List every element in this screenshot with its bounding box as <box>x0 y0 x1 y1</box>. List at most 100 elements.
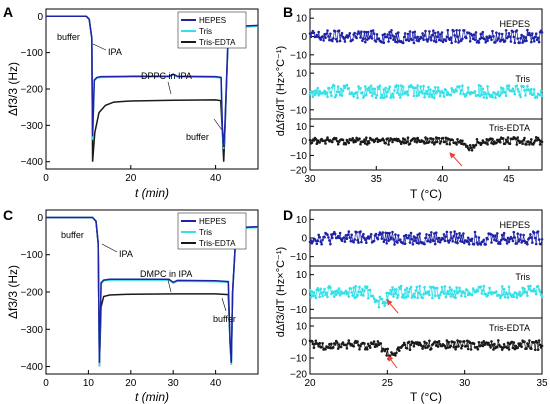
panel-b-label: B <box>283 4 293 20</box>
panel-c-xlabel: t (min) <box>135 390 169 404</box>
data-point <box>496 345 499 349</box>
data-point <box>416 296 420 300</box>
data-point <box>325 32 328 36</box>
data-point <box>337 343 341 346</box>
data-point <box>437 137 441 140</box>
data-point <box>398 93 401 96</box>
data-point <box>535 341 539 344</box>
panel-a-xlabel: t (min) <box>135 186 169 200</box>
data-point <box>474 143 478 147</box>
data-point <box>466 293 470 297</box>
data-point <box>311 294 315 298</box>
data-point <box>399 238 402 241</box>
data-point <box>481 87 485 90</box>
data-point <box>432 29 435 32</box>
data-point <box>472 33 476 36</box>
data-point <box>403 343 407 347</box>
data-point <box>317 289 321 292</box>
data-point <box>526 28 529 32</box>
data-point <box>345 347 349 350</box>
data-point <box>387 239 390 242</box>
data-point <box>508 142 512 145</box>
data-point <box>497 37 500 40</box>
data-point <box>359 230 362 233</box>
data-point <box>481 344 485 348</box>
data-point <box>527 345 530 348</box>
data-point <box>438 33 442 36</box>
data-point <box>333 343 337 346</box>
data-point <box>523 39 526 43</box>
data-point <box>359 87 362 90</box>
data-point <box>452 29 456 33</box>
data-point <box>319 287 323 291</box>
data-point <box>534 242 538 246</box>
data-point <box>436 86 440 89</box>
data-point <box>355 91 358 94</box>
data-point <box>496 93 499 96</box>
data-point <box>504 29 508 32</box>
data-point <box>331 39 334 43</box>
data-point <box>366 342 370 346</box>
data-point <box>455 232 458 236</box>
data-point <box>385 291 389 295</box>
data-point <box>438 94 442 98</box>
data-point <box>406 136 410 139</box>
data-point <box>337 287 341 290</box>
y-tick-label: −10 <box>290 105 307 116</box>
data-point <box>458 85 461 88</box>
data-point <box>391 92 394 96</box>
data-point <box>338 39 342 43</box>
data-point <box>407 234 411 237</box>
data-point <box>484 292 488 296</box>
data-point <box>406 294 410 298</box>
data-point <box>496 232 499 235</box>
data-point <box>528 288 531 291</box>
data-point <box>366 30 370 34</box>
data-point <box>455 29 458 32</box>
data-point <box>315 242 319 246</box>
data-point <box>339 87 343 91</box>
panel-a-annot-buffer2-pointer <box>213 118 223 131</box>
data-point <box>335 40 339 43</box>
data-point <box>338 293 342 297</box>
data-point <box>423 242 426 246</box>
data-point <box>379 233 383 236</box>
panel-a-label: A <box>3 4 13 20</box>
data-point <box>370 37 374 40</box>
data-point <box>422 38 425 42</box>
data-point <box>513 41 517 45</box>
data-point <box>443 140 447 144</box>
data-point <box>376 299 380 303</box>
data-point <box>423 340 426 344</box>
data-point <box>319 240 323 243</box>
data-point <box>507 84 511 87</box>
panel-c-label: C <box>3 207 13 223</box>
data-point <box>340 31 344 35</box>
data-point <box>392 96 395 99</box>
data-point <box>344 289 348 293</box>
data-point <box>457 41 460 44</box>
x-tick-label: 20 <box>125 173 137 184</box>
data-point <box>308 92 312 96</box>
data-point <box>374 40 378 43</box>
data-point <box>414 86 418 90</box>
data-point <box>527 285 530 288</box>
data-point <box>409 343 413 346</box>
data-point <box>368 346 372 349</box>
panel-c-annot-buffer1: buffer <box>61 230 84 240</box>
data-point <box>321 238 324 242</box>
data-point <box>352 345 356 348</box>
data-point <box>536 284 540 288</box>
data-point <box>476 93 480 97</box>
panel-b-sub1-name: HEPES <box>499 19 530 29</box>
data-point <box>461 344 464 348</box>
data-point <box>442 292 446 295</box>
data-point <box>388 30 391 34</box>
panel-d-series <box>308 230 544 361</box>
data-point <box>384 86 388 90</box>
legend-c-trisedta: Tris-EDTA <box>199 239 236 248</box>
data-point <box>344 234 348 237</box>
x-tick-label: 35 <box>371 174 383 185</box>
data-point <box>505 140 509 144</box>
data-point <box>448 239 452 242</box>
